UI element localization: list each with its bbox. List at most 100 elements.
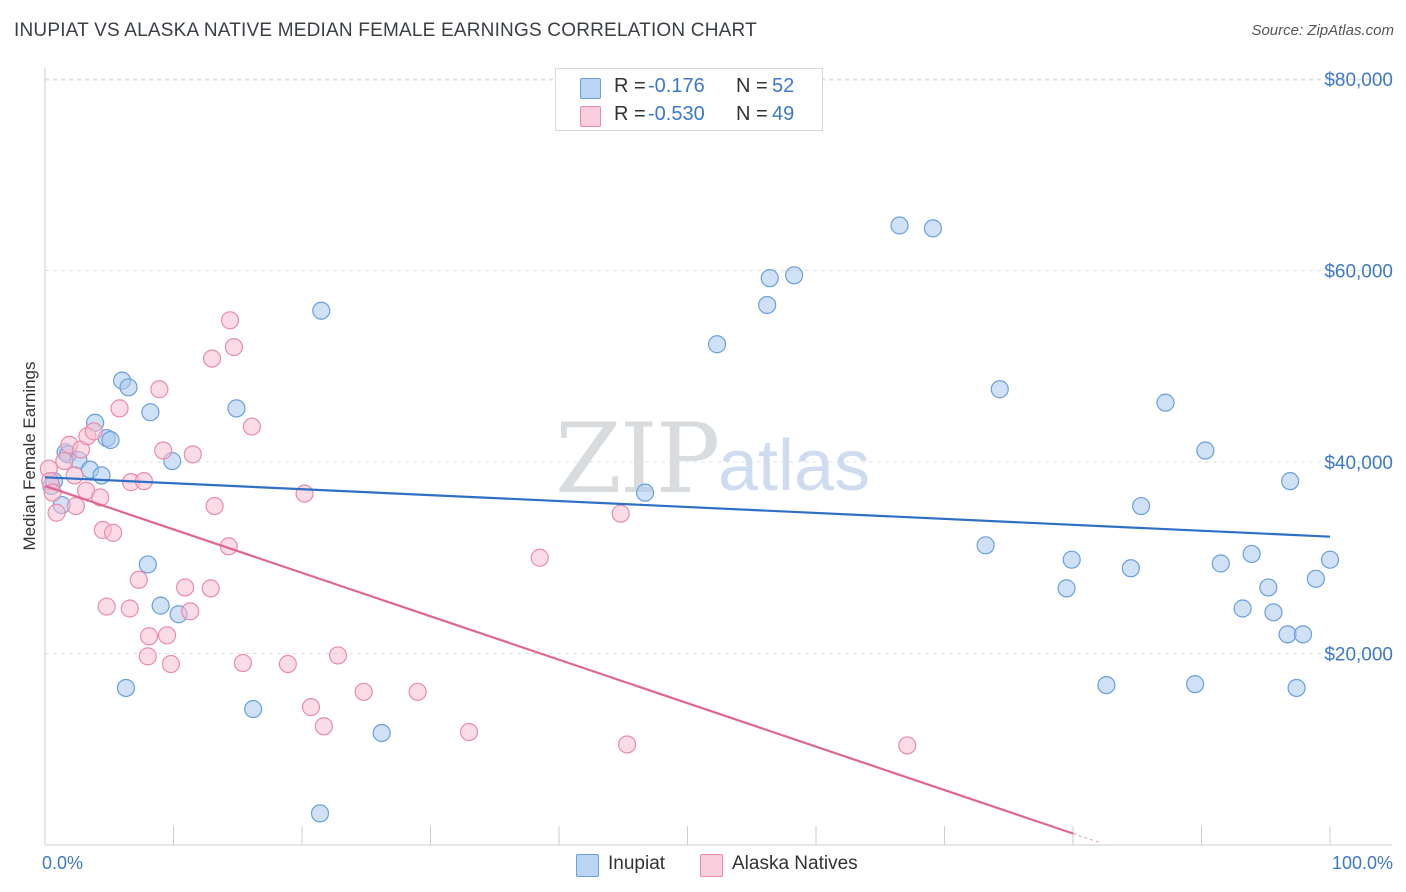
alaska-native-point: [242, 417, 261, 436]
inupiat-point: [1320, 550, 1340, 569]
inupiat-point: [138, 555, 157, 574]
inupiat-point: [923, 219, 943, 238]
inupiat-point: [1259, 578, 1278, 597]
inupiat-point: [1287, 678, 1306, 698]
legend-label-alaska-natives: Alaska Natives: [732, 853, 858, 874]
inupiat-point: [141, 403, 160, 422]
legend-r-label: R =: [614, 75, 646, 97]
alaska-native-point: [898, 736, 917, 755]
alaska-native-point: [154, 441, 173, 460]
inupiat-point: [312, 301, 331, 320]
alaska-native-point: [202, 349, 222, 368]
inupiat-point: [372, 723, 391, 743]
legend-n-label: N =: [736, 103, 768, 125]
watermark: ZIP atlas: [555, 403, 870, 515]
alaska-native-point: [157, 626, 177, 645]
inupiat-point: [1281, 472, 1300, 491]
alaska-native-point: [278, 654, 297, 674]
alaska-native-point: [354, 682, 373, 701]
inupiat-point: [1156, 393, 1175, 412]
alaska-native-point: [233, 653, 252, 673]
inupiat-point: [119, 378, 138, 397]
inupiat-point: [760, 269, 779, 288]
y-tick-label: $20,000: [1324, 645, 1393, 666]
inupiat-point: [1132, 496, 1151, 516]
inupiat-point: [116, 678, 136, 698]
inupiat-swatch: [576, 854, 599, 877]
watermark-zip: ZIP: [555, 403, 718, 515]
inupiat-point: [1185, 675, 1205, 694]
inupiat-point: [990, 380, 1009, 399]
inupiat-point: [758, 295, 777, 315]
series-legend: Inupiat Alaska Natives: [0, 852, 1406, 878]
alaska-native-point: [220, 311, 240, 330]
inupiat-point: [635, 483, 655, 502]
inupiat-point: [151, 596, 170, 615]
alaska-native-point: [55, 451, 74, 471]
alaska-native-point: [139, 627, 159, 646]
inupiat-point: [1306, 569, 1325, 588]
alaska-native-point: [205, 496, 224, 516]
inupiat-point: [707, 335, 727, 354]
alaska-native-point: [120, 599, 139, 618]
legend-row-alaska-natives: R = -0.530 N = 49: [556, 101, 822, 129]
alaska-natives-trend-line: [44, 484, 1074, 835]
inupiat-trend-line: [44, 476, 1331, 538]
alaska-native-point: [138, 647, 157, 666]
alaska-natives-swatch: [580, 106, 601, 127]
inupiat-swatch: [580, 78, 601, 99]
y-tick-label: $80,000: [1324, 70, 1393, 91]
alaska-native-point: [65, 466, 84, 485]
legend-r-value: -0.176: [648, 75, 705, 97]
alaska-native-point: [295, 484, 314, 503]
alaska-native-point: [408, 682, 427, 701]
correlation-legend: R = -0.176 N = 52 R = -0.530 N = 49: [555, 68, 823, 131]
watermark-atlas: atlas: [718, 426, 870, 506]
legend-n-value: 52: [772, 75, 795, 97]
alaska-native-point: [129, 570, 148, 589]
legend-n-value: 49: [772, 103, 795, 125]
y-tick-label: $60,000: [1324, 262, 1393, 283]
alaska-native-point: [530, 548, 549, 567]
inupiat-point: [1242, 544, 1261, 564]
inupiat-point: [1233, 599, 1252, 618]
chart-title: INUPIAT VS ALASKA NATIVE MEDIAN FEMALE E…: [14, 20, 757, 41]
alaska-native-point: [181, 602, 200, 621]
legend-r-label: R =: [614, 103, 646, 125]
inupiat-point: [785, 266, 804, 285]
inupiat-point: [310, 804, 330, 823]
alaska-native-point: [104, 523, 123, 542]
legend-row-inupiat: R = -0.176 N = 52: [556, 73, 822, 101]
inupiat-point: [1196, 441, 1215, 460]
inupiat-point: [1057, 579, 1076, 598]
legend-n-label: N =: [736, 75, 768, 97]
source-note: Source: ZipAtlas.com: [1251, 22, 1394, 39]
inupiat-point: [1211, 554, 1230, 573]
alaska-native-point: [328, 646, 348, 665]
inupiat-point: [1121, 559, 1140, 578]
alaska-native-point: [459, 722, 479, 742]
y-tick-label: $40,000: [1324, 453, 1393, 474]
inupiat-point: [1264, 603, 1283, 622]
alaska-native-point: [611, 504, 630, 523]
alaska-native-point: [301, 698, 321, 717]
x-tick-label-min: 0.0%: [42, 853, 83, 873]
alaska-native-point: [201, 579, 220, 598]
alaska-native-point: [224, 338, 243, 357]
alaska-native-point: [66, 496, 85, 516]
alaska-native-point: [150, 380, 169, 399]
alaska-native-point: [161, 654, 181, 674]
alaska-native-point: [183, 445, 202, 464]
alaska-native-point: [43, 483, 62, 502]
inupiat-point: [1293, 625, 1313, 644]
legend-label-inupiat: Inupiat: [608, 853, 666, 874]
inupiat-point: [1062, 550, 1081, 569]
alaska-native-point: [84, 422, 103, 441]
alaska-native-point: [47, 503, 66, 522]
inupiat-point: [92, 466, 111, 485]
alaska-natives-trend-extension: [1072, 832, 1099, 843]
inupiat-point: [227, 399, 246, 418]
x-tick-label-max: 100.0%: [1332, 853, 1393, 873]
alaska-native-point: [314, 717, 333, 736]
